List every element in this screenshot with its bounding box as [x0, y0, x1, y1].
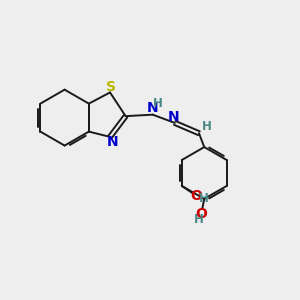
- Text: H: H: [198, 192, 208, 205]
- Text: S: S: [106, 80, 116, 94]
- Text: N: N: [146, 101, 158, 115]
- Text: H: H: [201, 120, 211, 133]
- Text: N: N: [167, 110, 179, 124]
- Text: N: N: [106, 135, 118, 149]
- Text: O: O: [190, 189, 202, 203]
- Text: H: H: [194, 213, 204, 226]
- Text: O: O: [195, 207, 207, 220]
- Text: H: H: [153, 97, 163, 110]
